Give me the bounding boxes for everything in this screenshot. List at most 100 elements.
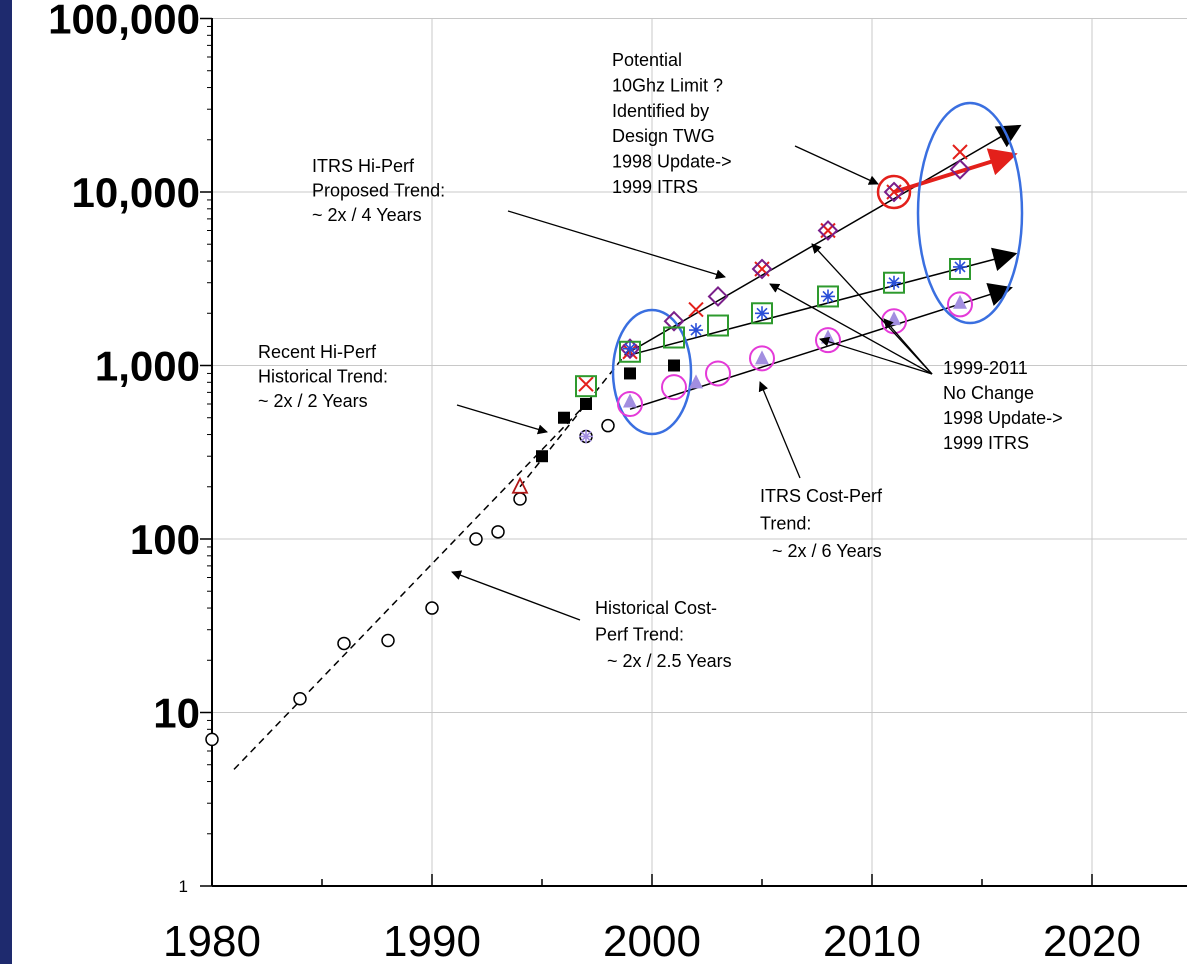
x-tick-label: 2010 [823,917,921,964]
axes [200,17,1187,887]
point-open-square [707,314,729,337]
point-open-square [883,271,905,294]
point-open-square [575,375,597,398]
annotation-line: ITRS Cost-Perf [760,486,883,506]
point-open-circle [749,345,775,372]
highlight-ellipses [611,101,1024,436]
point-diamond [949,158,971,180]
annotation-4: 1999-2011 No Change 1998 Update-> 1999 ITRS [943,358,1063,453]
callout-arrow [769,283,933,375]
callout-arrow [758,381,801,479]
point-open-circle [661,374,687,401]
grid-lines [212,18,1187,886]
trend-line [629,124,1022,353]
point-diamond [619,338,641,360]
annotation-5: ITRS Cost-Perf Trend: ~ 2x / 6 Years [760,486,883,561]
slide-sidebar-bar [0,0,12,964]
annotation-line: Historical Cost- [595,598,717,618]
annotation-line: Trend: [760,514,811,534]
point-asterisk [579,429,593,444]
point-asterisk [821,289,835,304]
point-open-square [663,326,685,349]
annotation-line: No Change [943,383,1034,403]
annotation-line: Identified by [612,101,709,121]
point-x [952,144,968,160]
annotation-line: 1998 Update-> [943,408,1063,428]
point-open-circle [815,327,841,354]
x-tick-label: 1990 [383,917,481,964]
point-filled-square [536,450,548,463]
point-open-circle [469,532,483,546]
annotation-6: Historical Cost- Perf Trend: ~ 2x / 2.5 Ye… [595,598,732,671]
callout-arrows [451,145,933,621]
point-asterisk [689,323,703,338]
point-open-circle [337,636,351,651]
annotation-2: ITRS Hi-Perf Proposed Trend: ~ 2x / 4 Year… [312,156,445,225]
callout-arrow [507,210,726,280]
annotation-line: 10Ghz Limit ? [612,75,723,95]
callout-arrow [451,570,581,621]
annotation-line: Potential [612,50,682,70]
point-x [578,376,594,392]
callout-arrow [819,336,933,375]
point-filled-square [558,411,570,424]
y-tick-label: 10 [153,690,200,737]
point-open-circle [491,525,505,539]
point-open-circle [425,601,439,615]
annotation-line: 1999 ITRS [612,177,698,197]
annotation-line: Perf Trend: [595,625,684,645]
y-tick-label: 1 [179,877,188,896]
point-filled-triangle [887,311,901,326]
point-open-circle [617,390,643,417]
point-filled-square [624,367,636,380]
callout-arrow [811,243,933,375]
tick-labels: 1 10 100 1,000 10,000 100,000 1980 1990 2000 2010… [48,0,1141,966]
callout-arrow [883,318,933,375]
point-asterisk [887,275,901,290]
highlight-ellipse-2014 [916,101,1024,325]
point-open-square [817,285,839,308]
point-open-circle [705,360,731,387]
point-asterisk [623,341,637,356]
point-diamond [883,181,905,203]
annotation-line: ~ 2x / 6 Years [772,541,882,561]
point-diamond [751,258,773,280]
point-filled-triangle [755,350,769,365]
y-tick-label: 100 [130,516,200,563]
annotation-line: 1998 Update-> [612,152,732,172]
x-tick-label: 2000 [603,917,701,964]
point-filled-square [668,359,680,372]
point-filled-triangle [689,374,703,389]
y-tick-label: 1,000 [95,343,200,390]
point-asterisk [953,259,967,274]
point-open-circle [381,633,395,648]
annotation-line: Proposed Trend: [312,181,445,201]
x-tick-label: 1980 [163,917,261,964]
point-diamond [817,220,839,241]
point-open-square [949,257,971,280]
annotation-line: ~ 2x / 2 Years [258,391,368,411]
limit-circle-10ghz [876,174,912,210]
point-open-square [751,302,773,325]
annotation-line: ~ 2x / 4 Years [312,205,422,225]
annotation-line: Design TWG [612,126,715,146]
point-filled-square [580,397,592,410]
point-asterisk [755,306,769,321]
y-tick-label: 100,000 [48,0,200,43]
annotation-line: 1999 ITRS [943,433,1029,453]
annotation-line: 1999-2011 [943,358,1028,378]
annotation-line: ITRS Hi-Perf [312,156,415,176]
annotations: Potential 10Ghz Limit ? Identified by Desig… [258,50,1063,671]
point-open-circle [513,492,527,506]
point-open-circle [601,418,615,433]
callout-arrow [794,145,879,185]
annotation-line: Recent Hi-Perf [258,342,377,362]
point-filled-triangle [953,294,967,309]
point-x [688,301,704,318]
point-diamond [663,310,685,332]
point-open-circle [947,291,973,318]
data-points [205,144,973,747]
trend-line [233,403,587,770]
